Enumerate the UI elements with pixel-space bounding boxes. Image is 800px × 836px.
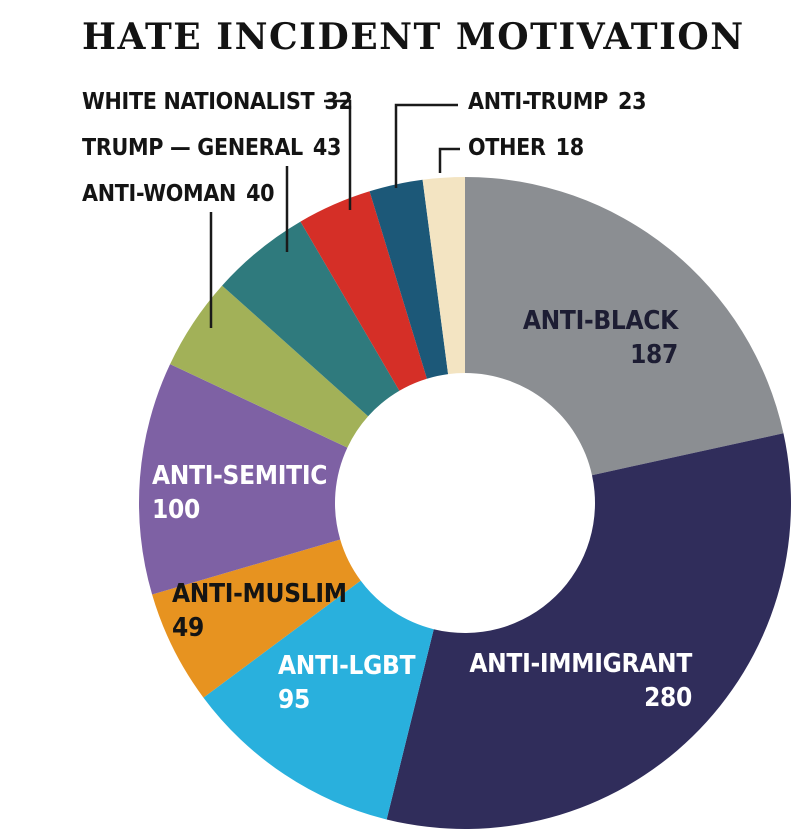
slice-label-text: ANTI-BLACK [522,306,678,336]
leader-line-anti-trump [394,103,458,188]
callout-value: 23 [617,89,647,115]
slice-label-text: ANTI-MUSLIM [172,579,347,609]
callout-label: TRUMP — GENERAL [82,135,303,161]
slice-label-value: 280 [644,682,692,713]
slice-label-anti-immigrant: ANTI-IMMIGRANT 280 [469,648,692,716]
leader-lines [209,99,460,328]
callout-white-nationalist: WHITE NATIONALIST 32 [82,89,353,115]
slice-anti-semitic [139,364,348,595]
donut-slices [139,177,791,829]
slice-label-value: 95 [278,684,310,715]
slice-label-text: ANTI-SEMITIC [152,461,328,491]
slice-white-nationalist [300,191,427,391]
slice-label-anti-lgbt: ANTI-LGBT 95 [278,650,416,718]
slice-anti-black [465,177,784,476]
callout-label: OTHER [468,135,546,161]
slice-label-anti-black: ANTI-BLACK 187 [523,305,678,373]
callout-value: 40 [246,181,275,207]
leader-line-other [438,147,460,173]
slice-anti-trump [369,179,449,379]
slice-anti-immigrant [386,433,791,829]
callout-value: 32 [324,89,353,115]
leader-line-white-nationalist [324,99,352,210]
slice-label-value: 187 [630,339,678,370]
callout-anti-woman: ANTI-WOMAN 40 [82,181,275,207]
callout-label: ANTI-TRUMP [468,89,608,115]
callout-label: WHITE NATIONALIST [82,89,315,115]
slice-other [422,177,465,375]
slice-anti-woman [170,285,369,448]
chart-title: HATE INCIDENT MOTIVATION [82,16,745,58]
slice-trump-general [222,221,400,417]
callout-anti-trump: ANTI-TRUMP 23 [468,89,646,115]
slice-label-anti-muslim: ANTI-MUSLIM 49 [172,578,347,646]
slice-label-anti-semitic: ANTI-SEMITIC 100 [152,460,327,528]
slice-label-value: 100 [152,494,200,525]
slice-anti-muslim [152,539,361,698]
slice-label-value: 49 [172,612,204,643]
callout-value: 18 [555,135,585,161]
slice-anti-lgbt [203,580,434,820]
slice-label-text: ANTI-LGBT [278,651,416,681]
slice-label-text: ANTI-IMMIGRANT [469,649,692,679]
callout-trump-general: TRUMP — GENERAL 43 [82,135,341,161]
callout-label: ANTI-WOMAN [82,181,237,207]
callout-other: OTHER 18 [468,135,584,161]
callout-value: 43 [312,135,342,161]
